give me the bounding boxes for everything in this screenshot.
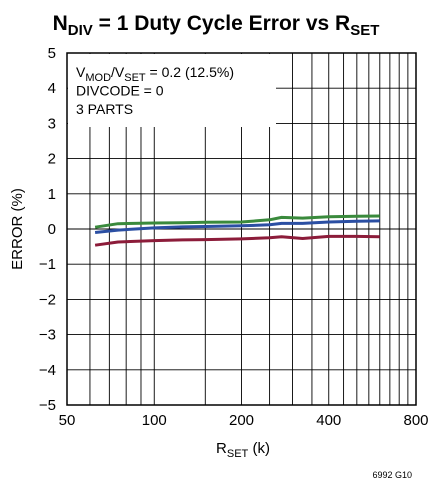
x-tick-label: 800 (403, 412, 428, 429)
y-tick-label: −4 (39, 362, 56, 379)
y-axis-label-group: ERROR (%) (9, 188, 26, 270)
figure-code-group: 6992 G10 (372, 470, 412, 480)
x-tick-labels: 50 100 200 400 800 (59, 412, 429, 429)
x-tick-label: 200 (229, 412, 254, 429)
figure-code: 6992 G10 (372, 470, 412, 480)
y-tick-label: 0 (48, 221, 56, 238)
annotation-line-1: VMOD/VSET = 0.2 (12.5%) (76, 64, 234, 84)
chart-title-part: DIV (68, 22, 93, 39)
x-tick-label: 100 (142, 412, 167, 429)
x-axis-label-group: RSET (k) (216, 440, 270, 460)
x-tick-label: 400 (316, 412, 341, 429)
chart-title-part: SET (350, 22, 379, 39)
annotation-part: V (76, 64, 86, 80)
y-tick-labels: 5 4 3 2 1 0 −1 −2 −3 −4 −5 (39, 45, 56, 414)
annotation-part: /V (111, 64, 125, 80)
y-tick-label: 1 (48, 186, 56, 203)
y-axis-label: ERROR (%) (9, 188, 26, 270)
y-tick-label: 3 (48, 115, 56, 132)
y-tick-label: −2 (39, 291, 56, 308)
chart-title-part: N (53, 12, 68, 35)
x-axis-label-part: SET (227, 448, 249, 460)
y-tick-label: −5 (39, 397, 56, 414)
y-tick-label: 2 (48, 151, 56, 168)
series-line-3 (94, 234, 380, 247)
chart-title-part: = 1 Duty Cycle Error vs R (93, 12, 350, 35)
series-line-1 (94, 214, 380, 229)
annotation-part: MOD (85, 72, 111, 84)
plot-frame (66, 52, 417, 406)
series-line-2 (94, 219, 380, 234)
chart-title: NDIV = 1 Duty Cycle Error vs RSET (53, 12, 380, 39)
x-axis-label-part: (k) (248, 440, 270, 457)
y-tick-label: −1 (39, 256, 56, 273)
x-tick-label: 50 (59, 412, 76, 429)
y-tick-label: 5 (48, 45, 56, 62)
annotation-part: DIVCODE = 0 (76, 83, 164, 99)
x-axis-label-part: R (216, 440, 227, 457)
annotation-part: = 0.2 (12.5%) (146, 64, 234, 80)
annotation-box: VMOD/VSET = 0.2 (12.5%)DIVCODE = 03 PART… (68, 54, 276, 127)
y-tick-label: 4 (48, 80, 56, 97)
annotation-part: 3 PARTS (76, 101, 133, 117)
annotation-line-2: DIVCODE = 0 (76, 83, 164, 99)
y-tick-label: −3 (39, 327, 56, 344)
annotation-background (68, 54, 276, 127)
annotation-line-3: 3 PARTS (76, 101, 133, 117)
annotation-part: SET (124, 72, 146, 84)
x-axis-label: RSET (k) (216, 440, 270, 460)
chart-title-group: NDIV = 1 Duty Cycle Error vs RSET (53, 12, 380, 39)
series-lines (94, 214, 380, 247)
